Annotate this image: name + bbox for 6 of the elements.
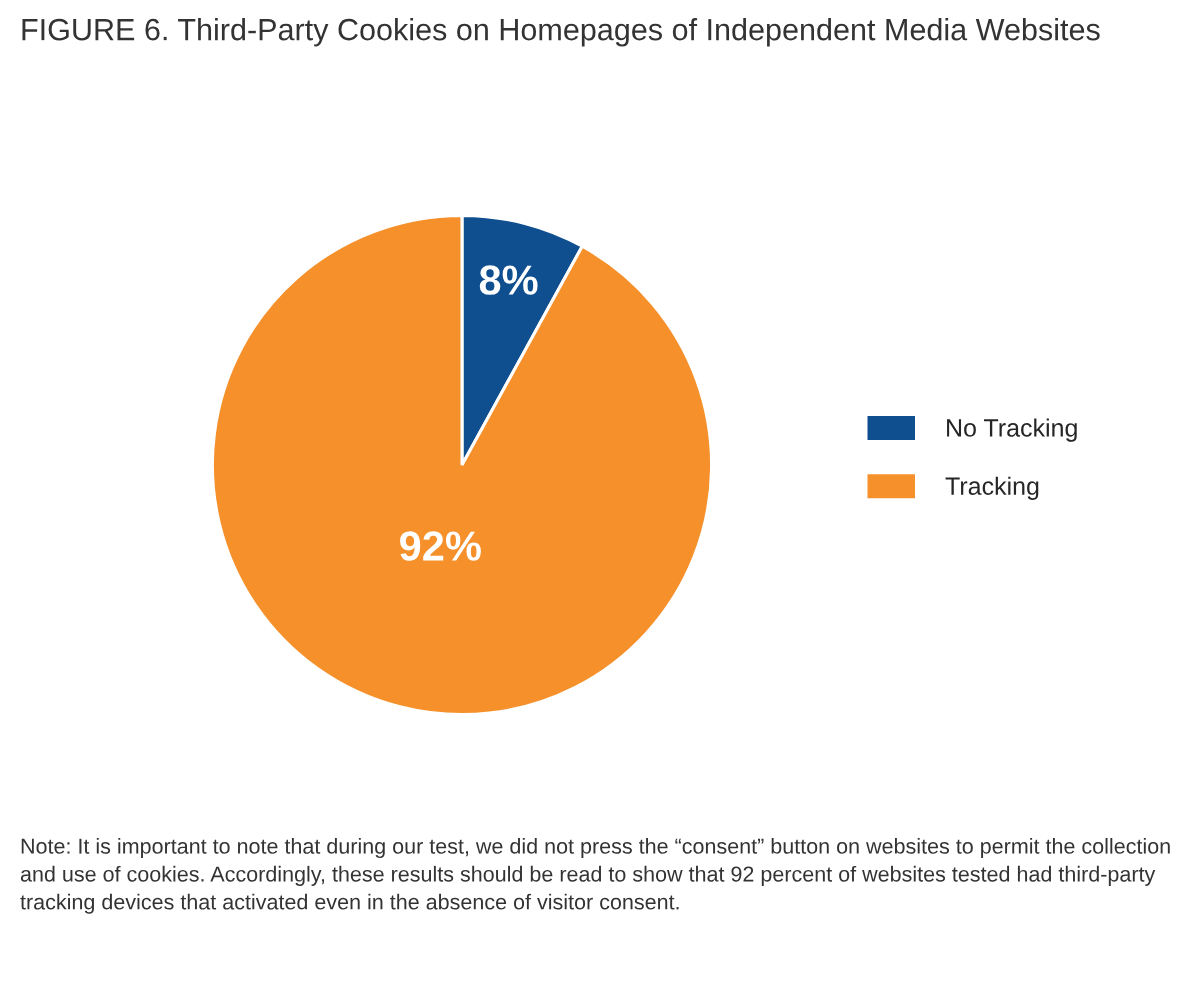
data-label: 92% xyxy=(400,531,481,561)
chart-title: FIGURE 6. Third-Party Cookies on Homepages of Independent Media Websites xyxy=(22,18,1100,47)
legend-label: Tracking xyxy=(945,476,1039,500)
legend-label: No Tracking xyxy=(947,418,1077,442)
text: Note: It is important to note that during our test, we did not press the “consent” button on websites to permit the collection and use of cookies. Accordingly, these results should be read to show that 92 percent of websites tested had third-party tracking devices that activated even in the absence of visitor consent. xyxy=(20,838,1170,914)
data-label: 8% xyxy=(479,265,538,295)
